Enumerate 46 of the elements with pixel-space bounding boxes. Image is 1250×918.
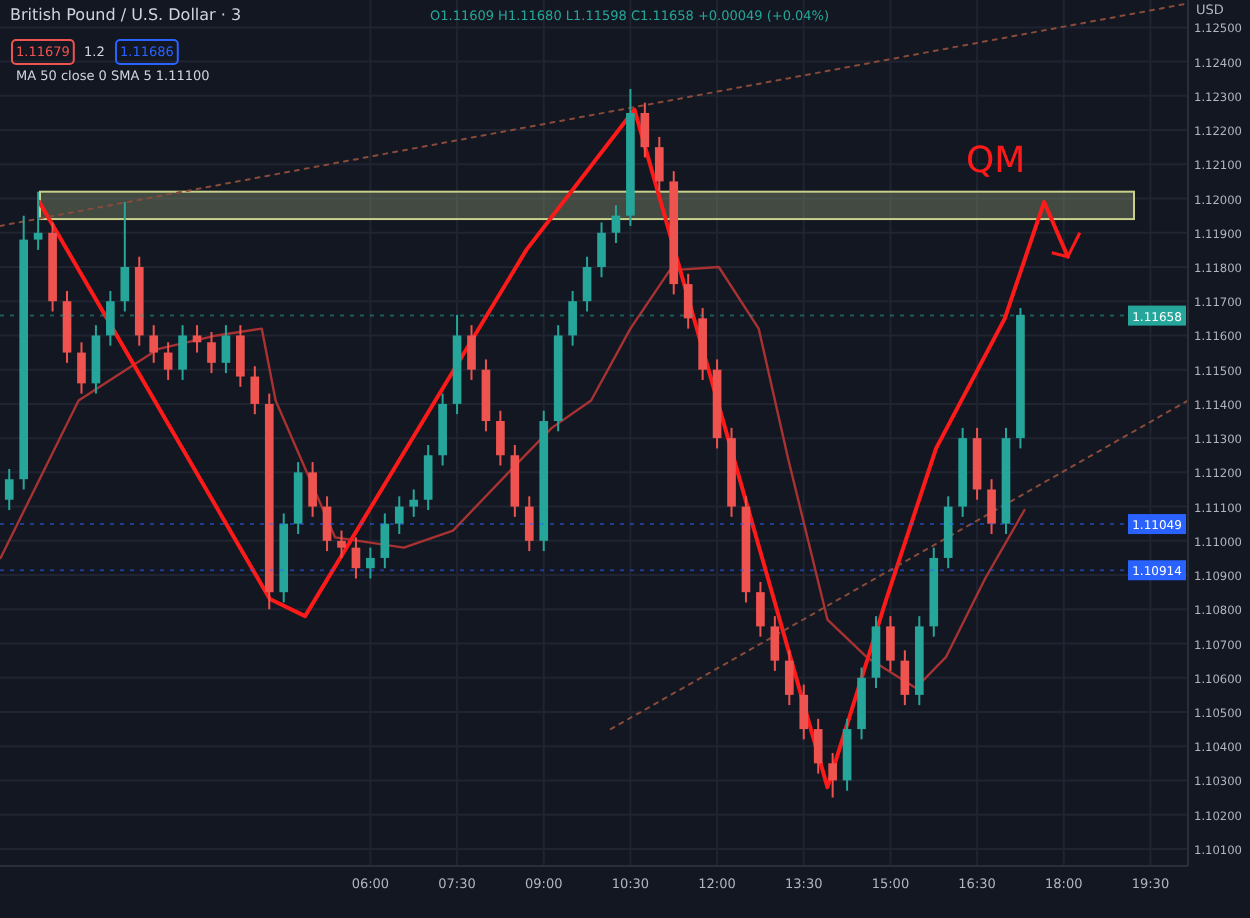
candlestick: [597, 221, 606, 279]
candlestick: [250, 365, 260, 416]
candlestick: [163, 341, 173, 381]
candlestick: [149, 324, 159, 364]
candlestick: [524, 495, 534, 553]
candlestick: [828, 752, 837, 799]
candlestick: [813, 717, 823, 775]
candlestick: [322, 495, 332, 553]
candlestick: [380, 512, 390, 570]
candlestick: [221, 324, 231, 375]
chart-title: British Pound / U.S. Dollar · 3: [10, 6, 242, 24]
candlestick: [4, 467, 14, 512]
candlestick: [207, 331, 216, 375]
candlestick: [756, 580, 765, 638]
candlestick: [192, 324, 202, 354]
candlestick: [886, 615, 895, 672]
candlestick: [784, 649, 794, 707]
candlestick: [496, 409, 505, 467]
candlestick: [77, 341, 86, 395]
candlestick: [337, 529, 346, 559]
candlestick: [91, 324, 101, 395]
candlestick: [654, 135, 664, 193]
candlestick: [467, 324, 476, 381]
candlestick: [366, 546, 375, 580]
candlestick: [582, 255, 592, 313]
line-series: [37, 107, 1070, 790]
annotation: QM: [966, 140, 1026, 182]
candlestick: [33, 190, 43, 251]
candlestick: [640, 101, 650, 159]
candlestick: [987, 478, 996, 535]
candlestick: [236, 324, 245, 388]
line-series: [0, 265, 1026, 690]
candlestick: [178, 324, 187, 381]
candlestick: [394, 495, 404, 535]
candlestick: [770, 615, 780, 672]
candlestick: [683, 272, 693, 330]
candlestick: [409, 488, 419, 518]
candlestick: [611, 204, 621, 245]
candlestick: [351, 536, 361, 580]
candlestick: [308, 461, 317, 518]
candlestick: [568, 289, 577, 347]
candlestick: [120, 200, 130, 313]
candlestick: [423, 443, 433, 512]
candlestick: [106, 289, 115, 347]
candlestick: [900, 649, 910, 707]
candlestick: [799, 683, 809, 741]
